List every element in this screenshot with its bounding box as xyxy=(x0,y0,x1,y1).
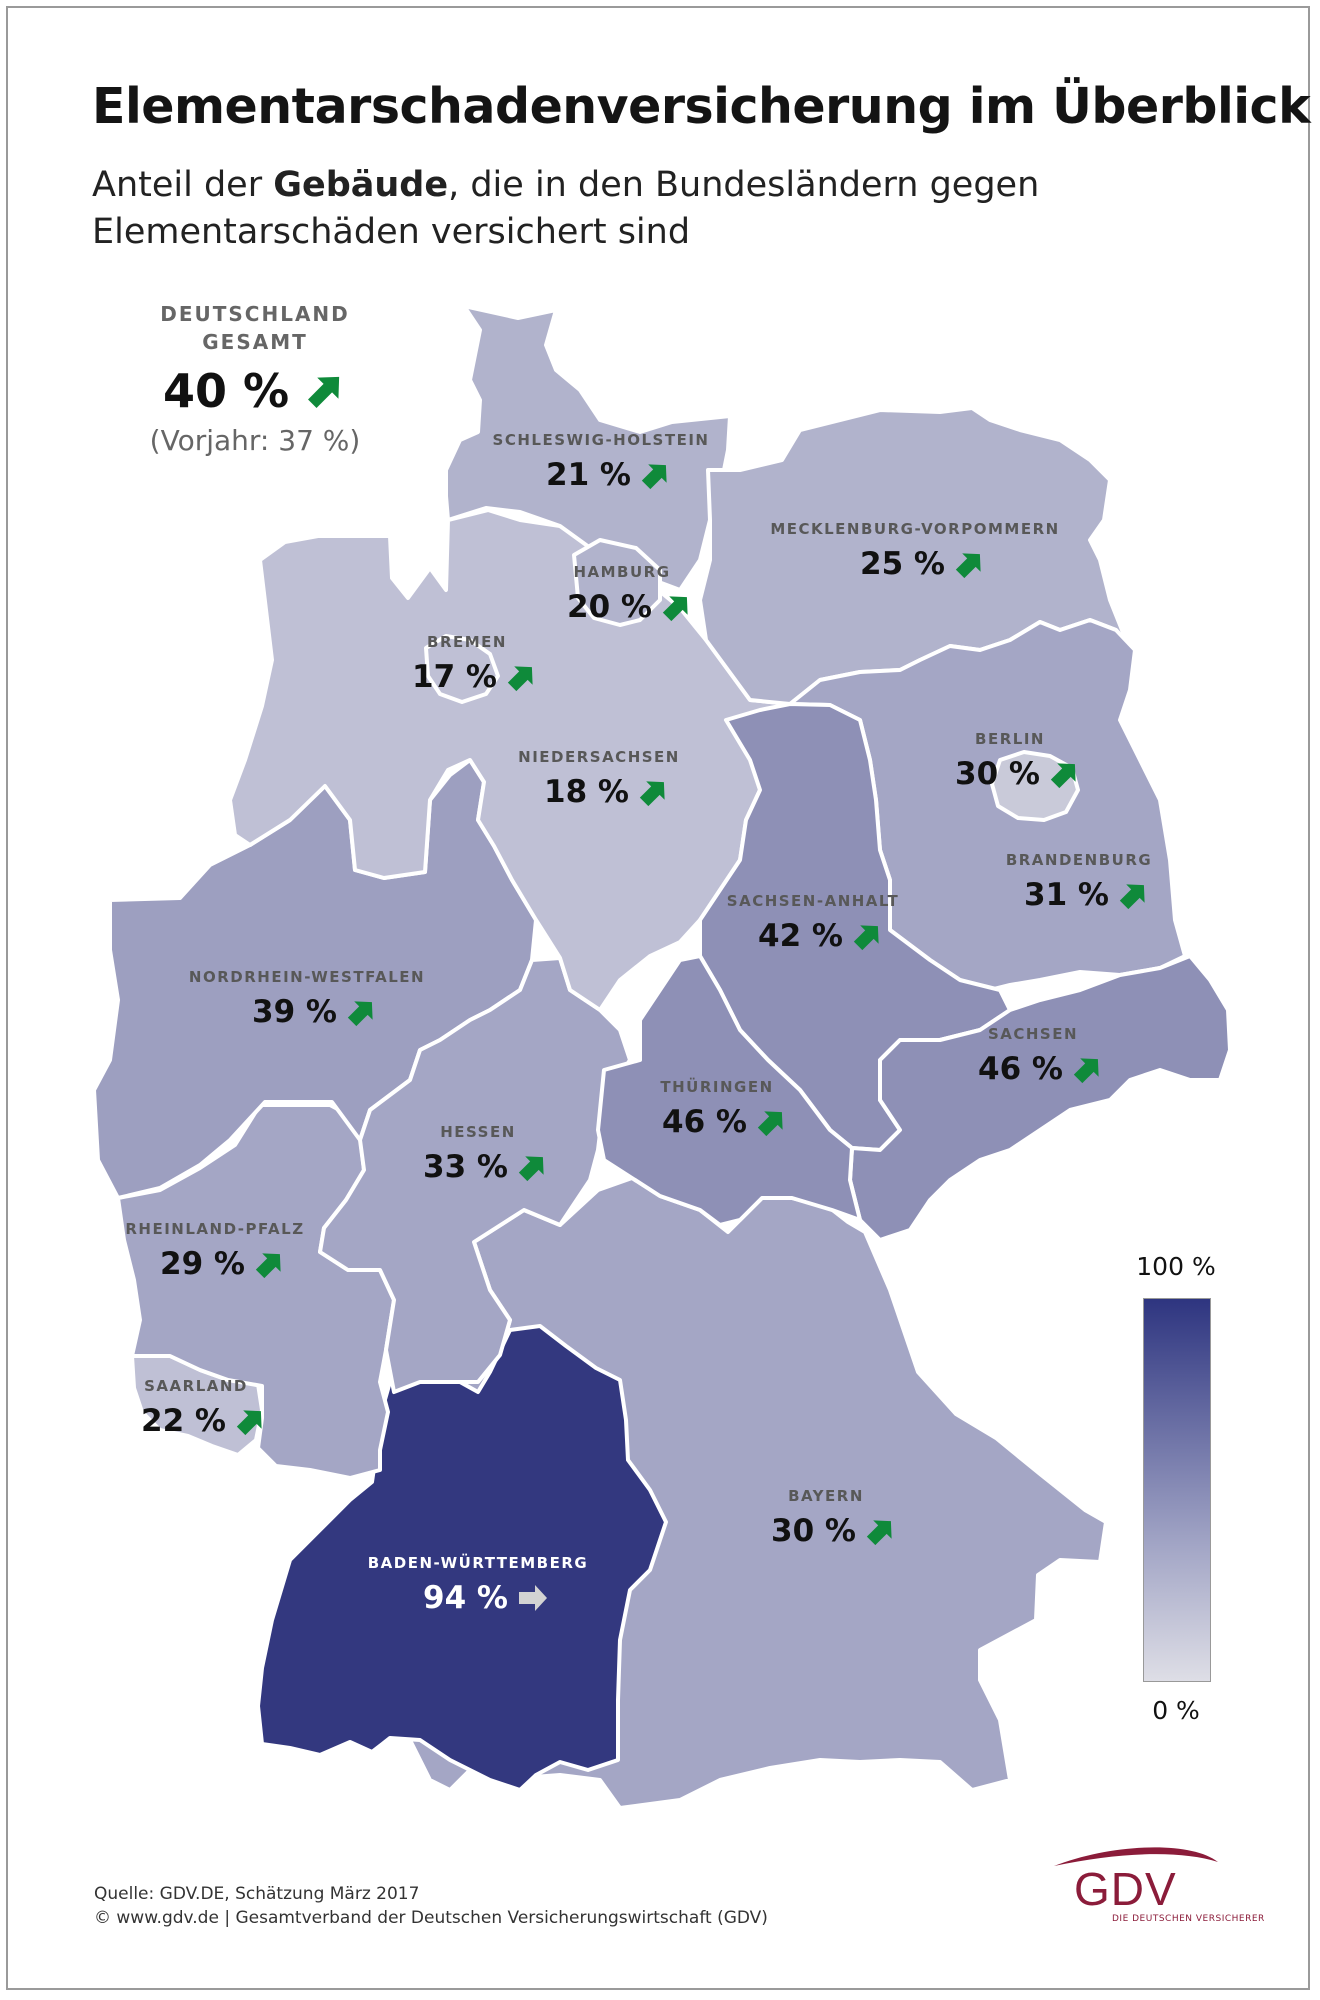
total-label-line2: GESAMT xyxy=(202,330,308,354)
state-name: BADEN-WÜRTTEMBERG xyxy=(368,1553,588,1572)
state-value: 30 % xyxy=(771,1513,856,1549)
state-name: SAARLAND xyxy=(144,1377,248,1395)
germany-total: DEUTSCHLAND GESAMT 40 % (Vorjahr: 37 %) xyxy=(130,300,380,457)
legend-min-label: 0 % xyxy=(1152,1696,1200,1725)
gdv-logo-swoosh xyxy=(1054,1847,1218,1866)
state-name: MECKLENBURG-VORPOMMERN xyxy=(770,520,1059,538)
state-name: BRANDENBURG xyxy=(1006,851,1152,869)
trend-up-icon xyxy=(853,925,879,951)
trend-up-icon xyxy=(1050,763,1076,789)
state-label-hb: BREMEN 17 % xyxy=(412,633,533,695)
state-label-sn: SACHSEN 46 % xyxy=(978,1025,1099,1087)
state-value: 17 % xyxy=(412,659,497,695)
legend-max-label: 100 % xyxy=(1136,1252,1216,1281)
trend-up-icon xyxy=(255,1253,281,1279)
state-label-he: HESSEN 33 % xyxy=(423,1123,544,1185)
state-label-be: BERLIN 30 % xyxy=(955,730,1076,792)
state-name: THÜRINGEN xyxy=(660,1077,773,1096)
state-name: BERLIN xyxy=(975,730,1045,748)
trend-up-icon xyxy=(507,666,533,692)
state-label-bb: BRANDENBURG 31 % xyxy=(1006,851,1152,913)
trend-up-icon xyxy=(641,464,667,490)
state-bremen[interactable] xyxy=(424,634,500,704)
state-value: 46 % xyxy=(978,1051,1063,1087)
state-label-sl: SAARLAND 22 % xyxy=(141,1377,262,1439)
state-label-rp: RHEINLAND-PFALZ 29 % xyxy=(125,1220,304,1282)
state-value: 46 % xyxy=(662,1104,747,1140)
state-name: RHEINLAND-PFALZ xyxy=(125,1220,304,1238)
state-thueringen[interactable] xyxy=(596,954,862,1227)
state-label-hh: HAMBURG 20 % xyxy=(567,563,688,625)
state-berlin[interactable] xyxy=(990,750,1080,822)
subtitle-pre: Anteil der xyxy=(92,165,274,205)
subtitle-bold: Gebäude xyxy=(273,165,449,205)
state-value: 94 % xyxy=(423,1580,508,1616)
state-value: 33 % xyxy=(423,1149,508,1185)
trend-up-icon xyxy=(347,1001,373,1027)
trend-up-icon xyxy=(1073,1058,1099,1084)
state-label-sh: SCHLESWIG-HOLSTEIN 21 % xyxy=(493,431,710,493)
copyright-line: © www.gdv.de | Gesamtverband der Deutsch… xyxy=(94,1908,768,1928)
page-subtitle: Anteil der Gebäude, die in den Bundeslän… xyxy=(92,162,1192,256)
state-name: SACHSEN xyxy=(988,1025,1078,1043)
trend-up-icon xyxy=(518,1156,544,1182)
source-line: Quelle: GDV.DE, Schätzung März 2017 xyxy=(94,1884,420,1904)
state-label-st: SACHSEN-ANHALT 42 % xyxy=(727,892,899,954)
state-value: 25 % xyxy=(860,546,945,582)
trend-up-icon xyxy=(866,1520,892,1546)
gdv-logo: GDV xyxy=(1074,1863,1177,1915)
source-note: Quelle: GDV.DE, Schätzung März 2017 © ww… xyxy=(94,1882,768,1930)
state-value: 18 % xyxy=(544,774,629,810)
trend-up-icon xyxy=(757,1111,783,1137)
total-previous-year: (Vorjahr: 37 %) xyxy=(149,424,361,457)
trend-up-icon xyxy=(662,596,688,622)
trend-up-icon xyxy=(236,1410,262,1436)
state-value: 22 % xyxy=(141,1403,226,1439)
state-label-nw: NORDRHEIN-WESTFALEN 39 % xyxy=(189,968,425,1030)
trend-up-icon xyxy=(955,553,981,579)
state-value: 30 % xyxy=(955,756,1040,792)
state-label-by: BAYERN 30 % xyxy=(771,1487,892,1549)
state-value: 29 % xyxy=(160,1246,245,1282)
state-value: 39 % xyxy=(252,994,337,1030)
total-value: 40 % xyxy=(162,364,290,418)
state-name: BREMEN xyxy=(427,633,507,651)
state-name: NIEDERSACHSEN xyxy=(518,748,680,766)
subtitle-post: , die in den Bundesländern gegen Element… xyxy=(92,165,1040,252)
legend-gradient-bar xyxy=(1143,1298,1211,1682)
trend-up-icon xyxy=(1119,884,1145,910)
state-value: 31 % xyxy=(1024,877,1109,913)
state-baden-wuerttemberg[interactable] xyxy=(256,1324,668,1792)
state-label-th: THÜRINGEN 46 % xyxy=(660,1077,783,1140)
state-label-ni: NIEDERSACHSEN 18 % xyxy=(518,748,680,810)
state-name: SACHSEN-ANHALT xyxy=(727,892,899,910)
state-name: HESSEN xyxy=(440,1123,516,1141)
state-label-bw: BADEN-WÜRTTEMBERG 94 % xyxy=(368,1553,588,1616)
state-hessen[interactable] xyxy=(318,956,632,1394)
state-name: BAYERN xyxy=(788,1487,864,1505)
trend-flat-icon xyxy=(519,1585,547,1611)
state-name: SCHLESWIG-HOLSTEIN xyxy=(493,431,710,449)
trend-up-icon xyxy=(639,781,665,807)
state-value: 21 % xyxy=(546,457,631,493)
page-title: Elementarschadenversicherung im Überblic… xyxy=(92,78,1311,135)
trend-up-icon xyxy=(308,376,340,408)
state-labels: SCHLESWIG-HOLSTEIN 21 % MECKLENBURG-VORPOM… xyxy=(125,431,1152,1616)
state-name: HAMBURG xyxy=(573,563,670,581)
total-label-line1: DEUTSCHLAND xyxy=(160,302,350,326)
total-value-row: 40 % xyxy=(130,364,380,418)
state-value: 20 % xyxy=(567,589,652,625)
state-value: 42 % xyxy=(758,918,843,954)
state-hamburg[interactable] xyxy=(572,538,662,627)
gdv-logo-subtitle: DIE DEUTSCHEN VERSICHERER xyxy=(1112,1914,1265,1924)
state-label-mv: MECKLENBURG-VORPOMMERN 25 % xyxy=(770,520,1059,582)
state-name: NORDRHEIN-WESTFALEN xyxy=(189,968,425,986)
